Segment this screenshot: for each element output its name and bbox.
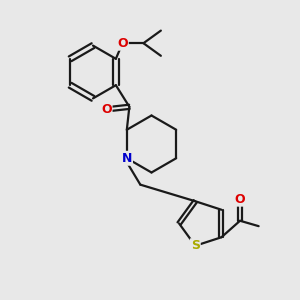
Text: S: S bbox=[191, 239, 200, 252]
Text: O: O bbox=[101, 103, 112, 116]
Text: O: O bbox=[117, 37, 128, 50]
Text: N: N bbox=[122, 152, 132, 165]
Text: O: O bbox=[235, 193, 245, 206]
